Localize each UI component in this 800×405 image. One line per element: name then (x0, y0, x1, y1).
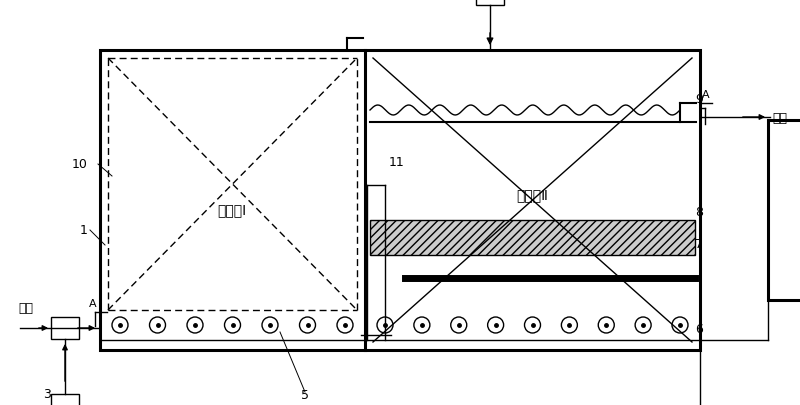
Bar (476, 0, 504, 6)
Text: 11: 11 (389, 156, 405, 168)
Text: A: A (702, 90, 710, 100)
Text: 反应区Ⅰ: 反应区Ⅰ (218, 202, 246, 216)
Text: 出水: 出水 (772, 111, 787, 124)
Text: 反应区Ⅱ: 反应区Ⅱ (516, 188, 548, 202)
Text: 8: 8 (695, 205, 703, 218)
Bar (51, 394, 79, 405)
Text: 7: 7 (695, 237, 703, 250)
Bar (370, 220, 695, 256)
Text: A: A (89, 298, 97, 308)
Text: 1: 1 (80, 224, 88, 237)
Text: 6: 6 (695, 322, 703, 335)
Bar (51, 317, 79, 339)
Text: 3: 3 (43, 387, 51, 400)
Text: 9: 9 (695, 93, 703, 106)
Bar (768, 121, 800, 300)
Text: 10: 10 (72, 158, 88, 171)
Text: 5: 5 (301, 388, 309, 401)
Text: 进水: 进水 (18, 301, 33, 314)
Bar (100, 51, 700, 350)
Text: 4: 4 (530, 0, 538, 2)
